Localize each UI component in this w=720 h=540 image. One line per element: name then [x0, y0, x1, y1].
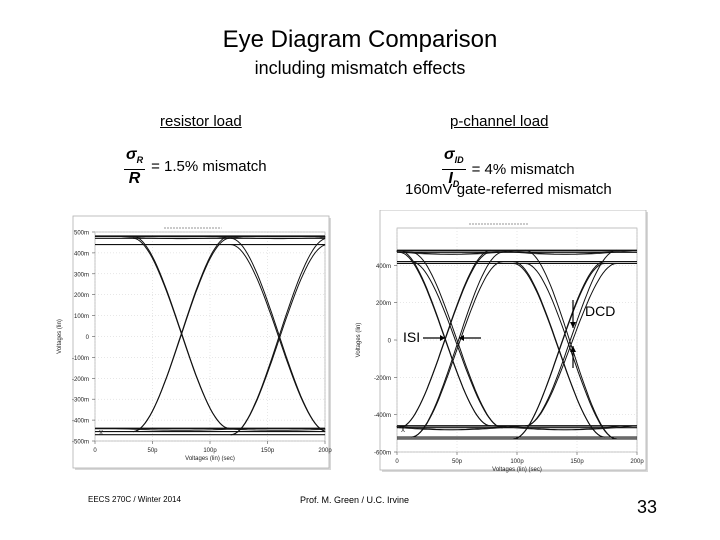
formula-num: σ — [444, 146, 455, 163]
isi-arrowhead-left — [440, 335, 445, 341]
y-axis-label: Voltages (lin) — [356, 323, 362, 358]
formula-text: = 1.5% mismatch — [151, 158, 267, 176]
eye-diagram-resistor: 500m 400m 300m 200m 100m 0 -100m -200m -300m -400… — [57, 215, 332, 470]
y-tick-label: -600m — [374, 451, 391, 457]
x-tick-label: 0 — [395, 459, 399, 465]
x-tick-label: 100p — [203, 448, 217, 454]
rail-arc — [396, 250, 521, 255]
formula-pchannel: σID ID = 4% mismatch — [442, 146, 575, 193]
formula-den: I — [448, 170, 453, 188]
fraction: σID ID — [442, 146, 466, 193]
fraction: σR R — [124, 146, 146, 188]
transition-curve — [230, 238, 326, 436]
isi-label: ISI — [403, 329, 420, 345]
rail-arc — [507, 250, 635, 255]
transition-curve — [132, 235, 230, 433]
dcd-label: DCD — [585, 303, 615, 319]
cursor-marker: x — [401, 425, 405, 434]
formula-text: = 4% mismatch — [471, 161, 575, 179]
y-tick-label: 400m — [376, 264, 391, 270]
y-tick-label: 200m — [74, 293, 89, 299]
formula-resistor: σR R = 1.5% mismatch — [124, 146, 267, 187]
y-tick-label: 0 — [86, 335, 90, 341]
y-tick-label: 400m — [74, 251, 89, 257]
rail-arc — [211, 428, 326, 431]
eye-traces — [95, 235, 326, 436]
formula-num: σ — [126, 146, 137, 163]
x-tick-label: 100p — [510, 459, 524, 465]
y-tick-label: -400m — [374, 413, 391, 419]
panel-label-resistor: resistor load — [160, 113, 242, 130]
annotations: ISI DCD — [403, 300, 615, 368]
transition-curve — [399, 249, 491, 429]
dcd-arrowhead-bottom — [570, 346, 576, 352]
y-tick-label: -500m — [72, 440, 89, 446]
transition-curve — [411, 251, 503, 438]
x-tick-label: 150p — [261, 448, 275, 454]
x-tick-label: 0 — [93, 448, 97, 454]
page-number: 33 — [637, 497, 658, 517]
formula-den-sub: D — [452, 179, 460, 190]
y-tick-label: 0 — [388, 339, 392, 345]
eye-traces — [396, 249, 637, 440]
rail-arc — [507, 425, 635, 431]
cursor-marker: x — [99, 427, 103, 436]
y-tick-label: -100m — [72, 356, 89, 362]
formula-num-sub: ID — [454, 155, 464, 166]
x-tick-label: 50p — [147, 448, 158, 454]
x-axis-label: Voltages (lin) (sec) — [492, 467, 542, 473]
slide-subtitle: including mismatch effects — [254, 58, 466, 78]
transition-curve — [525, 249, 617, 427]
gate-mismatch-note: 160mV gate-referred mismatch — [405, 181, 612, 198]
footer-course: EECS 270C / Winter 2014 — [88, 495, 181, 504]
y-tick-label: -200m — [374, 376, 391, 382]
y-tick-label: -400m — [72, 419, 89, 425]
rail-arc — [396, 425, 521, 431]
rail-arc — [211, 235, 326, 240]
x-tick-label: 150p — [570, 459, 584, 465]
eye-diagram-pchannel: 400m 200m 0 -200m -400m -600m 0 50p 100p 150p 200p… — [356, 210, 648, 473]
panel-label-pchannel: p-channel load — [450, 113, 549, 130]
x-tick-label: 50p — [452, 459, 463, 465]
y-tick-label: 500m — [74, 231, 89, 237]
y-tick-label: -200m — [72, 377, 89, 383]
transition-curve — [525, 263, 617, 427]
y-tick-label: 100m — [74, 314, 89, 320]
y-tick-label: 300m — [74, 272, 89, 278]
dcd-arrowhead-top — [570, 322, 576, 328]
x-axis-label: Voltages (lin) (sec) — [185, 456, 235, 462]
formula-num-sub: R — [136, 155, 144, 166]
footer-author: Prof. M. Green / U.C. Irvine — [300, 495, 410, 505]
x-tick-label: 200p — [630, 459, 644, 465]
y-tick-label: 200m — [376, 301, 391, 307]
x-tick-label: 200p — [318, 448, 332, 454]
isi-arrowhead-right — [459, 335, 464, 341]
formula-den: R — [128, 170, 141, 188]
y-tick-label: -300m — [72, 398, 89, 404]
slide-title: Eye Diagram Comparison — [222, 26, 498, 53]
y-axis-label: Voltages (lin) — [57, 319, 63, 354]
